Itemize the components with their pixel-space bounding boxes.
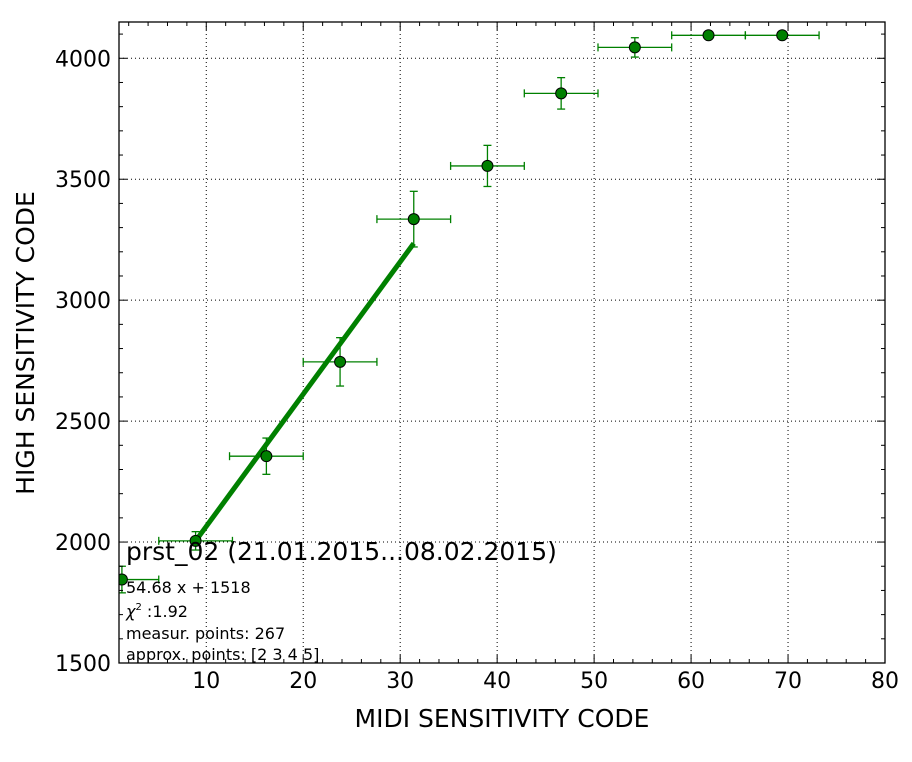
x-tick-label: 40 xyxy=(483,669,511,694)
data-point-marker xyxy=(481,159,494,172)
y-tick-label: 2500 xyxy=(55,410,111,435)
data-point-marker xyxy=(702,29,715,42)
data-point-marker xyxy=(407,213,420,226)
x-tick-label: 10 xyxy=(192,669,220,694)
y-tick-label: 3500 xyxy=(55,168,111,193)
chi2-exponent: 2 xyxy=(135,602,141,613)
data-point xyxy=(119,565,160,594)
annotation-title: prst_02 (21.01.2015...08.02.2015) xyxy=(126,537,557,566)
fit-line-group xyxy=(193,241,416,543)
chi2-value: :1.92 xyxy=(142,602,188,621)
data-point xyxy=(744,29,820,42)
chi2-symbol: χ xyxy=(125,602,136,621)
x-tick-label: 80 xyxy=(871,669,899,694)
data-point xyxy=(597,37,673,58)
grid-lines xyxy=(119,22,885,663)
data-point xyxy=(302,337,378,387)
y-tick-label: 1500 xyxy=(55,652,111,677)
data-point xyxy=(158,531,234,551)
data-point-marker xyxy=(260,450,273,463)
plot-frame xyxy=(118,21,886,664)
annotation-equation: 54.68 x + 1518 xyxy=(126,578,251,597)
x-axis-label: MIDI SENSITIVITY CODE xyxy=(355,704,650,733)
data-point xyxy=(376,190,452,248)
y-tick-label: 3000 xyxy=(55,289,111,314)
annotation-chi2: χ2 :1.92 xyxy=(125,602,188,621)
data-points-group xyxy=(119,29,820,594)
data-point xyxy=(671,29,747,42)
data-point-marker xyxy=(189,534,202,547)
plot-background xyxy=(119,22,885,663)
x-tick-label: 60 xyxy=(677,669,705,694)
data-point-marker xyxy=(628,41,641,54)
annotation-approx-points: approx. points: [2 3 4 5] xyxy=(126,645,319,664)
x-tick-label: 50 xyxy=(580,669,608,694)
y-tick-label: 2000 xyxy=(55,531,111,556)
x-tick-label: 70 xyxy=(774,669,802,694)
data-point xyxy=(449,144,525,188)
data-point-marker xyxy=(776,29,789,42)
x-tick-label: 20 xyxy=(289,669,317,694)
data-point-marker xyxy=(119,573,128,586)
data-point xyxy=(228,437,304,475)
fit-line xyxy=(193,241,416,543)
data-point-marker xyxy=(334,355,347,368)
annotation-block: prst_02 (21.01.2015...08.02.2015) 54.68 … xyxy=(125,537,557,664)
annotation-measur-points: measur. points: 267 xyxy=(126,624,285,643)
data-point xyxy=(523,76,599,110)
ticks-group: 10 20 30 40 50 60 70 80 1500 2000 2500 3000 3500 4000 xyxy=(55,22,899,694)
y-tick-label: 4000 xyxy=(55,47,111,72)
x-tick-label: 30 xyxy=(386,669,414,694)
y-axis-label: HIGH SENSITIVITY CODE xyxy=(11,191,40,495)
data-point-marker xyxy=(555,87,568,100)
